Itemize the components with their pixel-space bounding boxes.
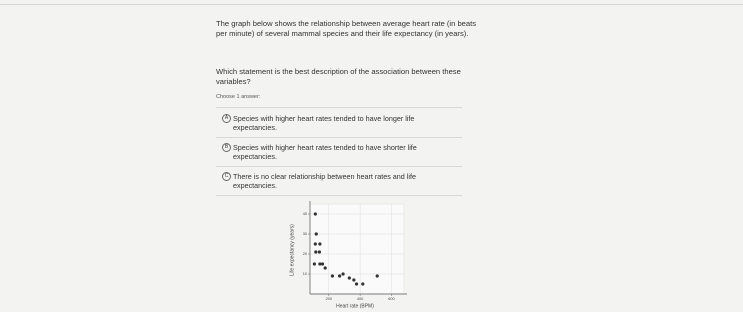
question-intro: The graph below shows the relationship b… — [216, 19, 477, 38]
x-tick-label: 200 — [326, 297, 332, 301]
separator — [216, 137, 462, 138]
point — [352, 278, 356, 282]
point — [320, 262, 325, 266]
point — [341, 272, 345, 276]
point — [318, 242, 322, 246]
point — [317, 250, 321, 254]
x-tick-label: 600 — [388, 297, 394, 301]
x-axis-title: Heart rate (BPM) — [336, 303, 374, 309]
y-axis-title: Life expectancy (years) — [289, 224, 295, 276]
chart: Heart rate (BPM) Life expectancy (years)… — [289, 201, 407, 309]
choice-letter: C — [222, 172, 231, 181]
point — [347, 276, 351, 280]
point — [312, 262, 316, 266]
point — [314, 250, 318, 254]
choice-letter: A — [222, 114, 231, 123]
point — [313, 212, 317, 216]
y-tick-label: 10 — [303, 272, 307, 276]
separator — [216, 195, 462, 196]
choice[interactable]: A Species with higher heart rates tended … — [222, 114, 458, 132]
point — [354, 282, 359, 286]
choice[interactable]: B Species with higher heart rates tended … — [222, 143, 458, 161]
point — [338, 274, 342, 278]
choice-letter: B — [222, 143, 231, 152]
point — [323, 266, 327, 270]
point — [375, 274, 379, 278]
choice-text: Species with higher heart rates tended t… — [233, 114, 415, 132]
separator — [216, 166, 462, 167]
point — [313, 242, 317, 246]
y-tick-label: 20 — [303, 252, 307, 256]
separator — [216, 107, 462, 108]
point — [314, 232, 318, 236]
point — [330, 274, 335, 278]
choice[interactable]: C There is no clear relationship between … — [222, 172, 458, 190]
plot-area — [309, 203, 405, 295]
top-bar — [0, 4, 743, 5]
point — [318, 262, 322, 266]
point — [361, 282, 365, 286]
choice-text: Species with higher heart rates tended t… — [233, 143, 417, 161]
instruction: Choose 1 answer: — [216, 94, 261, 100]
question-prompt: Which statement is the best description … — [216, 67, 461, 86]
y-tick-label: 40 — [303, 212, 307, 216]
choice-text: There is no clear relationship between h… — [233, 172, 416, 190]
x-tick-label: 400 — [357, 297, 363, 301]
y-tick-label: 30 — [303, 232, 307, 236]
